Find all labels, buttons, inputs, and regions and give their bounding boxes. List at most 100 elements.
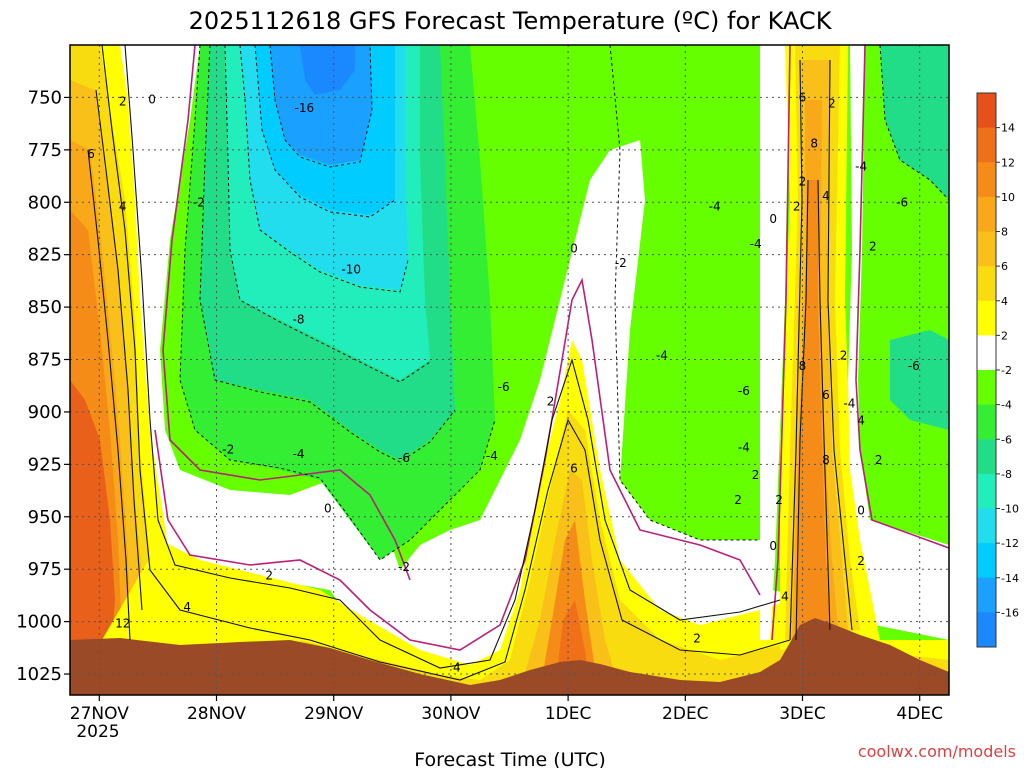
contour-label: 2	[828, 97, 836, 111]
contour-labels: -16 -10 -8 -6 -6 -4 -4 -2 -2 -2 -2 -4 -4 -4 -6 -4 -4 -6 -6…	[87, 90, 920, 674]
x-tick-label: 27NOV	[70, 704, 129, 724]
contour-label: 0	[148, 93, 156, 107]
colorbar-label: 12	[1001, 156, 1015, 169]
contour-label: 8	[799, 359, 807, 373]
contour-minus4	[199, 45, 456, 463]
contour-label: 8	[810, 137, 818, 151]
colorbar-swatch	[977, 93, 996, 129]
contour-label: 2	[265, 568, 273, 582]
contour-label: -10	[341, 262, 361, 276]
x-tick-label: 28NOV	[187, 704, 246, 724]
x-tick-label: 29NOV	[304, 704, 363, 724]
contour-label: 4	[822, 189, 830, 203]
contour-label: 2	[775, 493, 783, 507]
contour-label: -8	[293, 313, 305, 327]
field-white-lower	[120, 45, 949, 670]
field-warm-band-yellow	[70, 340, 949, 695]
colorbar-label: 8	[1001, 226, 1008, 239]
contour-label: 2	[752, 468, 760, 482]
terrain-ground	[70, 618, 949, 695]
colorbar-swatch	[977, 543, 996, 579]
field-plume-white	[760, 45, 790, 640]
x-tick-label: 1DEC	[545, 704, 592, 724]
y-tick-label: 800	[28, 192, 62, 213]
contour-label: -4	[293, 447, 305, 461]
contour-plume	[789, 59, 853, 641]
contour-label: -6	[896, 195, 908, 209]
y-tick-label: 1000	[16, 612, 62, 633]
contour-minus6	[224, 45, 431, 383]
contour-label: 0	[324, 501, 332, 515]
contour-label: -2	[222, 443, 234, 457]
contour-label: 2	[840, 348, 848, 362]
contour-label: -4	[738, 441, 750, 455]
contour-label: 8	[822, 453, 830, 467]
colorbar-label: -16	[1001, 606, 1019, 619]
x-axis-label: Forecast Time (UTC)	[414, 749, 605, 768]
colorbar-label: -6	[1001, 433, 1012, 446]
contour-label: 0	[857, 503, 865, 517]
contour-label: -4	[843, 397, 855, 411]
contour-label: 4	[119, 199, 127, 213]
colorbar-label: 2	[1001, 329, 1008, 342]
contour-label: 4	[857, 413, 865, 427]
contour-label: -4	[486, 449, 498, 463]
colorbar-swatch	[977, 577, 996, 613]
x-tick-label: 4DEC	[896, 704, 943, 724]
contour-label: 2	[119, 95, 127, 109]
source-credit: coolwx.com/models	[858, 742, 1016, 761]
colorbar-label: 4	[1001, 295, 1008, 308]
contour-zero-lower	[154, 277, 761, 651]
y-tick-label: 750	[28, 87, 62, 108]
contour-label: 0	[570, 241, 578, 255]
x-tick-label: 30NOV	[421, 704, 480, 724]
contour-label: 4	[183, 600, 191, 614]
y-tick-label: 850	[28, 297, 62, 318]
x-tick-label: 2DEC	[662, 704, 709, 724]
contour-zero-right	[855, 45, 949, 549]
contour-zero-left	[162, 45, 411, 581]
contour-minus4-right	[609, 45, 949, 541]
contour-8	[87, 149, 131, 641]
y-axis: 750 775 800 825 850 875 900 925 950 975 1000 1025	[16, 87, 70, 685]
y-tick-label: 1025	[16, 664, 62, 685]
field-minus16	[300, 45, 355, 95]
colorbar-label: -8	[1001, 468, 1012, 481]
colorbar-label: -2	[1001, 364, 1012, 377]
colorbar-swatch	[977, 335, 996, 371]
contour-4	[101, 45, 791, 681]
colorbar-label: 14	[1001, 122, 1015, 135]
colorbar-swatch	[977, 196, 996, 232]
contour-minus2	[179, 45, 496, 561]
chart-title: 2025112618 GFS Forecast Temperature (ºC)…	[189, 7, 833, 35]
field-plume-darkorange	[796, 180, 830, 640]
colorbar-label: 6	[1001, 260, 1008, 273]
colorbar: 14 12 10 8 6 4 2 -2 -4 -6 -8 -10 -12 -14 -16	[976, 92, 1019, 648]
contour-label: 2	[693, 631, 701, 645]
colorbar-swatch	[977, 473, 996, 509]
contour-label: 6	[570, 462, 578, 476]
colorbar-swatch	[977, 162, 996, 198]
y-tick-label: 875	[28, 350, 62, 371]
colorbar-label: -12	[1001, 537, 1019, 550]
contour-label: 2	[869, 239, 877, 253]
contour-zero-plume	[771, 45, 791, 641]
contour-label: -6	[498, 380, 510, 394]
contour-label: -2	[615, 256, 627, 270]
contour-6	[95, 89, 143, 611]
colorbar-swatch	[977, 127, 996, 163]
y-tick-label: 825	[28, 245, 62, 266]
contour-label: 2	[875, 453, 883, 467]
contour-label: 4	[453, 661, 461, 675]
field-minus6-right-a	[880, 45, 949, 200]
colorbar-swatch	[977, 231, 996, 267]
contour-label: 0	[769, 212, 777, 226]
colorbar-swatch	[977, 612, 996, 648]
contour-label: -4	[709, 199, 721, 213]
contour-label: -16	[295, 101, 315, 115]
field-warm-left-red	[70, 380, 115, 650]
contour-label: 6	[822, 388, 830, 402]
x-tick-label: 3DEC	[779, 704, 826, 724]
colorbar-label: -14	[1001, 572, 1019, 585]
